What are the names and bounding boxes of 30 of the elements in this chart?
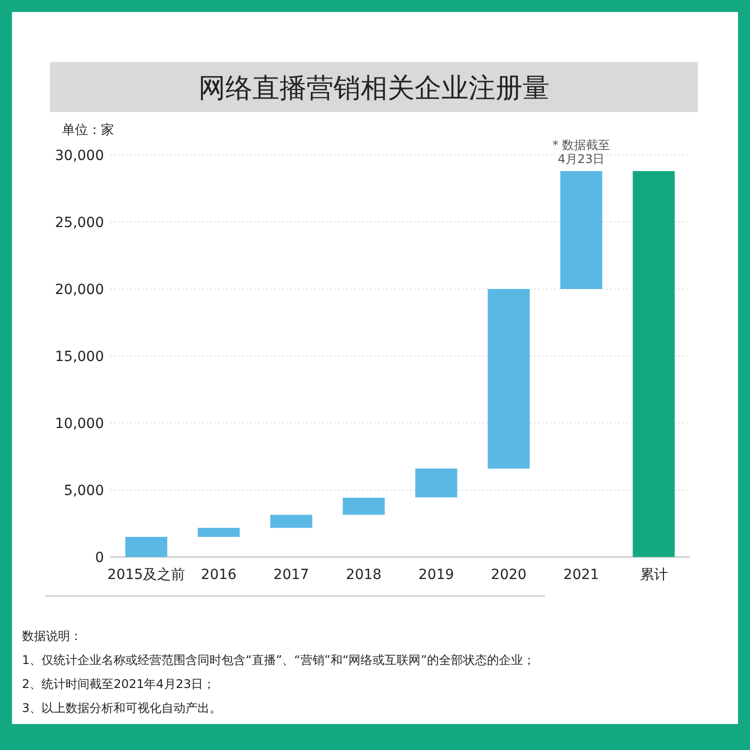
- bar: [270, 514, 312, 528]
- text: 3、以上数据分析和可视化自动产出。: [22, 701, 222, 715]
- bar: [632, 171, 675, 557]
- bar: [488, 289, 530, 469]
- x-tick-label: 2015及之前: [107, 567, 186, 583]
- y-tick-label: 0: [95, 550, 104, 566]
- y-tick-label: 15,000: [55, 349, 104, 365]
- y-tick-label: 30,000: [55, 148, 104, 164]
- text: 1、仅统计企业名称或经营范围含同时包含“直播”、“营销”和“网络或互联网”的全部状态的企业；: [22, 653, 535, 667]
- bar: [125, 536, 168, 557]
- x-tick-label: 2019: [418, 567, 454, 583]
- bar: [415, 468, 458, 498]
- y-tick-label: 20,000: [55, 282, 104, 298]
- x-tick-label: 2016: [200, 567, 237, 583]
- y-tick-label: 5,000: [64, 483, 104, 499]
- x-tick-label: 2018: [346, 567, 382, 583]
- y-tick-label: 10,000: [55, 416, 104, 432]
- bar: [342, 498, 385, 515]
- annotation: * 数据截至 4月23日: [552, 138, 610, 166]
- bar: [198, 528, 240, 537]
- bar: [560, 171, 602, 289]
- x-tick-label: 累计: [640, 567, 668, 583]
- y-tick-label: 25,000: [55, 215, 104, 231]
- text: 数据说明：: [22, 629, 82, 643]
- y-axis-title: 单位：家: [62, 122, 114, 138]
- x-tick-label: 2021: [563, 567, 600, 583]
- text: 2、统计时间截至2021年4月23日；: [22, 677, 216, 691]
- x-tick-label: 2017: [273, 567, 310, 583]
- x-tick-label: 2020: [490, 567, 527, 583]
- chart-title: 网络直播营销相关企业注册量: [198, 73, 550, 104]
